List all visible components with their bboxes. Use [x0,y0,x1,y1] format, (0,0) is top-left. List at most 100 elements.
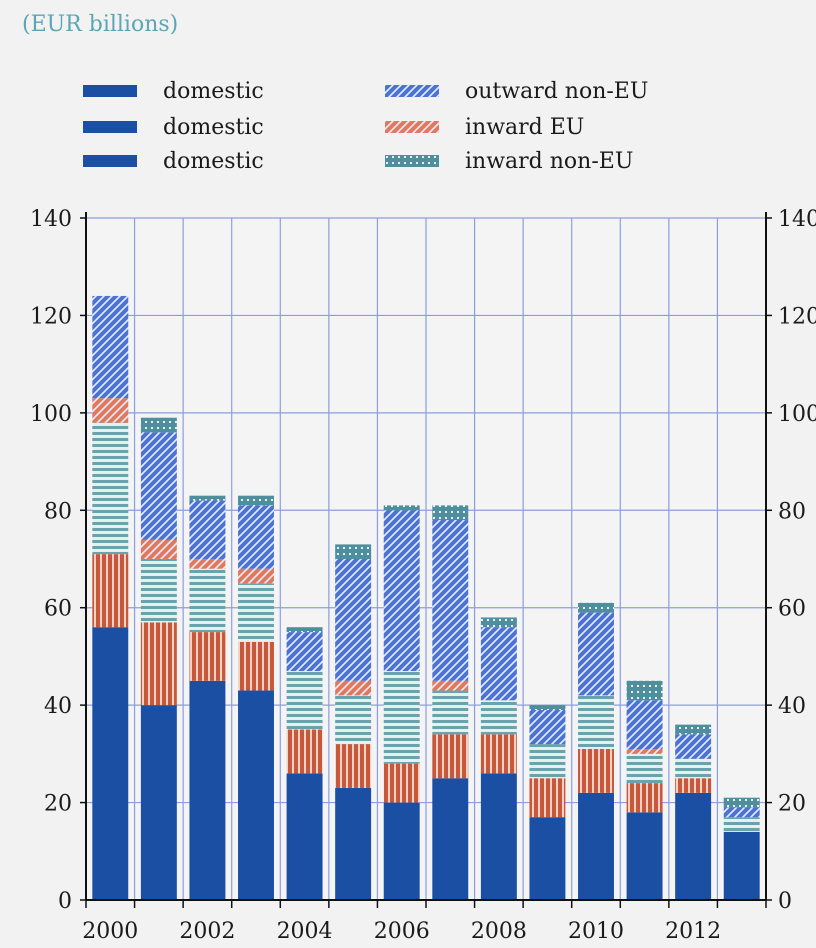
bar-segment-outward-non-EU-2005 [335,559,372,681]
bar-segment-domestic-2008 [480,773,517,900]
bar-segment-inward-non-EU-2002 [189,495,226,501]
bar-segment-inward-non-EU-2010 [578,602,614,613]
bar-segment-cross-border-2006 [383,763,420,803]
bar-segment-outward-EU-2011 [626,753,663,784]
bar-segment-cross-border-2000 [92,554,129,628]
bar-segment-outward-EU-2001 [140,559,177,623]
x-tick-label: 2004 [277,919,333,944]
bar-segment-inward-non-EU-2006 [383,505,420,511]
legend-item-inward-EU: inward EU [385,112,584,142]
x-tick-label: 2002 [179,919,235,944]
legend-label: inward EU [465,114,585,140]
bar-segment-outward-EU-2005 [335,695,372,745]
y-tick-label-left: 0 [58,889,72,914]
bar-segment-inward-EU-2000 [92,398,129,423]
bar-segment-domestic-2000 [92,627,129,900]
bar-segment-outward-EU-2004 [286,671,323,730]
bar-segment-cross-border-2010 [578,748,614,793]
bar-segment-cross-border-2009 [529,778,566,818]
bar-segment-inward-non-EU-2009 [529,705,566,711]
bar-segment-outward-non-EU-2007 [432,520,469,681]
bar-segment-outward-non-EU-2002 [189,500,226,559]
bar-segment-outward-non-EU-2009 [529,710,566,745]
legend-swatch [83,155,137,167]
bar-segment-inward-non-EU-2008 [480,617,517,628]
bar-segment-domestic-2011 [626,812,663,900]
y-tick-label-left: 60 [44,597,72,622]
bar-segment-domestic-2009 [529,817,566,900]
legend-swatch [385,121,439,133]
bar-segment-cross-border-2001 [140,622,177,706]
bar-segment-inward-EU-2005 [335,680,372,696]
y-tick-label-left: 120 [30,304,72,329]
y-tick-label-left: 40 [44,694,72,719]
y-tick-label-right: 140 [778,207,816,232]
legend-item-outward-non-EU: outward non-EU [385,76,648,106]
bar-segment-inward-non-EU-2011 [626,680,663,701]
bar-segment-domestic-2001 [140,705,177,900]
legend-label: domestic [163,114,264,140]
y-tick-label-right: 0 [778,889,792,914]
bar-segment-outward-EU-2000 [92,422,129,555]
gridlines [86,217,766,900]
legend-swatch [385,85,439,97]
bar-segment-inward-non-EU-2012 [675,724,712,735]
bar-segment-outward-non-EU-2008 [480,627,517,701]
y-tick-label-left: 20 [44,792,72,817]
legend-label: domestic [163,78,264,104]
bar-segment-inward-EU-2007 [432,680,469,691]
bar-segment-inward-non-EU-2004 [286,627,323,633]
bar-segment-outward-non-EU-2010 [578,612,614,696]
bar-segment-inward-EU-2003 [238,568,274,584]
bar-segment-domestic-2002 [189,680,226,900]
bars [92,295,760,900]
bar-segment-inward-non-EU-2005 [335,544,372,559]
bar-segment-outward-EU-2008 [480,700,517,735]
bar-segment-inward-non-EU-2013 [723,797,760,808]
x-tick-label: 2008 [471,919,527,944]
bar-segment-domestic-2004 [286,773,323,900]
bar-segment-outward-non-EU-2004 [286,632,323,672]
bar-segment-outward-EU-2009 [529,744,566,779]
bar-segment-inward-non-EU-2003 [238,495,274,506]
bar-segment-outward-non-EU-2000 [92,295,129,399]
axes: 0 0 20 20 40 40 60 60 80 80 100 100 120 120 140 140 2000… [30,207,816,944]
bar-segment-inward-non-EU-2001 [140,417,177,433]
legend-item-domestic: domestic [83,112,264,142]
x-tick-label: 2012 [665,919,721,944]
y-tick-label-left: 140 [30,207,72,232]
bar-segment-domestic-2010 [578,792,614,900]
y-tick-label-right: 60 [778,597,806,622]
y-tick-label-left: 100 [30,402,72,427]
bar-segment-cross-border-2004 [286,729,323,774]
bar-segment-inward-EU-2001 [140,539,177,559]
bar-segment-cross-border-2007 [432,734,469,779]
y-tick-label-right: 40 [778,694,806,719]
legend-item-inward-non-EU: inward non-EU [385,146,633,176]
bar-segment-domestic-2003 [238,690,274,900]
bar-segment-outward-non-EU-2001 [140,432,177,540]
bar-segment-cross-border-2012 [675,778,712,793]
bar-segment-outward-EU-2003 [238,583,274,642]
bar-segment-domestic-2005 [335,787,372,900]
x-tick-label: 2000 [82,919,138,944]
legend-label: inward non-EU [465,148,634,174]
bar-segment-outward-EU-2002 [189,568,226,633]
bar-segment-outward-EU-2012 [675,758,712,779]
unit-label: (EUR billions) [22,12,179,37]
bar-segment-outward-non-EU-2011 [626,700,663,749]
y-tick-label-right: 120 [778,304,816,329]
x-tick-label: 2010 [568,919,624,944]
bar-segment-outward-non-EU-2012 [675,734,712,759]
legend-swatch [83,121,137,133]
bar-segment-cross-border-2003 [238,641,274,691]
legend-label: outward non-EU [465,78,649,104]
bar-segment-outward-non-EU-2003 [238,505,274,569]
legend-swatch [385,155,439,167]
y-tick-label-right: 80 [778,499,806,524]
y-tick-label-left: 80 [44,499,72,524]
legend-swatch [83,85,137,97]
legend-label: domestic [163,148,264,174]
y-tick-label-right: 100 [778,402,816,427]
